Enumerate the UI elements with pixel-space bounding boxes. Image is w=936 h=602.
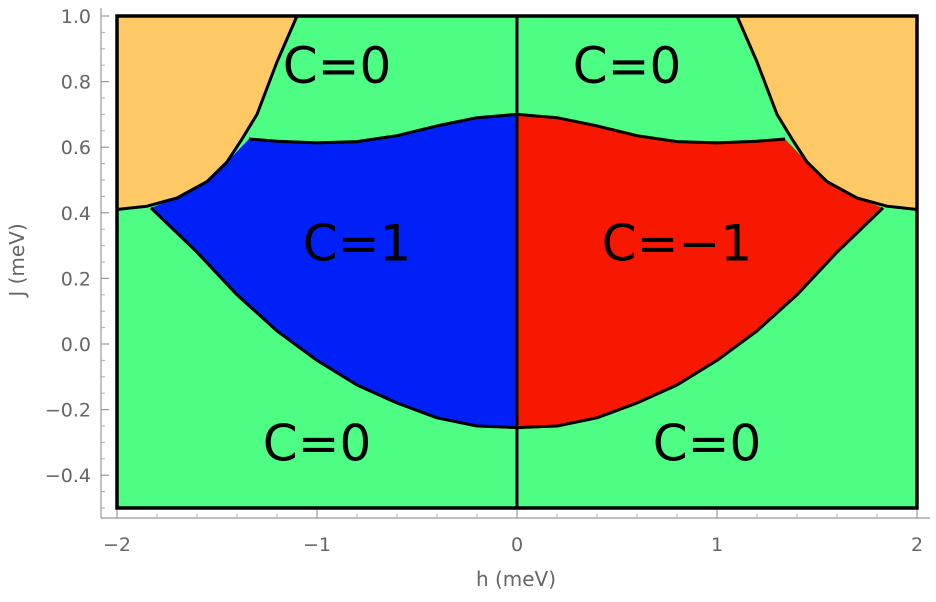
region-label: C=−1 xyxy=(602,214,753,272)
x-tick-label: 2 xyxy=(911,534,923,556)
region-c-plus-one xyxy=(151,114,517,428)
region-labels: C=0 C=0 C=1 C=−1 C=0 C=0 xyxy=(263,37,762,472)
y-tick-label: −0.2 xyxy=(45,400,91,422)
boundary-lower-left xyxy=(149,206,518,430)
y-tick-label: 0.4 xyxy=(61,203,91,225)
boundary-lower-right xyxy=(516,206,885,430)
y-tick-label: 0.2 xyxy=(61,268,91,290)
y-tick-label: 0.0 xyxy=(61,334,91,356)
region-label: C=0 xyxy=(573,37,682,95)
axes: −2 −1 0 1 2 −0.4 −0.2 0.0 0.2 0.4 0.6 0.8 1.0 xyxy=(45,6,930,556)
region-label: C=0 xyxy=(283,37,392,95)
x-tick-label: −2 xyxy=(103,534,131,556)
region-c-minus-one xyxy=(517,114,883,428)
y-tick-label: 0.6 xyxy=(61,137,91,159)
region-label: C=0 xyxy=(653,414,762,472)
x-tick-label: 0 xyxy=(511,534,523,556)
region-corner-right xyxy=(737,16,917,210)
plot-border xyxy=(115,14,919,510)
y-tick-label: 0.8 xyxy=(61,72,91,94)
x-axis-label: h (meV) xyxy=(476,567,556,591)
x-tick-label: 1 xyxy=(711,534,723,556)
region-label: C=0 xyxy=(263,414,372,472)
plot-boundaries xyxy=(116,15,918,508)
region-corner-left xyxy=(117,16,297,210)
y-axis-label: J (meV) xyxy=(5,223,29,298)
boundary-corner-left xyxy=(116,15,299,211)
boundary-corner-right xyxy=(735,15,918,211)
y-tick-label: −0.4 xyxy=(45,465,91,487)
x-tick-label: −1 xyxy=(303,534,331,556)
region-label: C=1 xyxy=(303,214,412,272)
plot-frame xyxy=(115,14,919,510)
y-tick-label: 1.0 xyxy=(61,6,91,28)
boundary-upper-right xyxy=(516,112,786,145)
boundary-upper-left xyxy=(248,112,518,145)
